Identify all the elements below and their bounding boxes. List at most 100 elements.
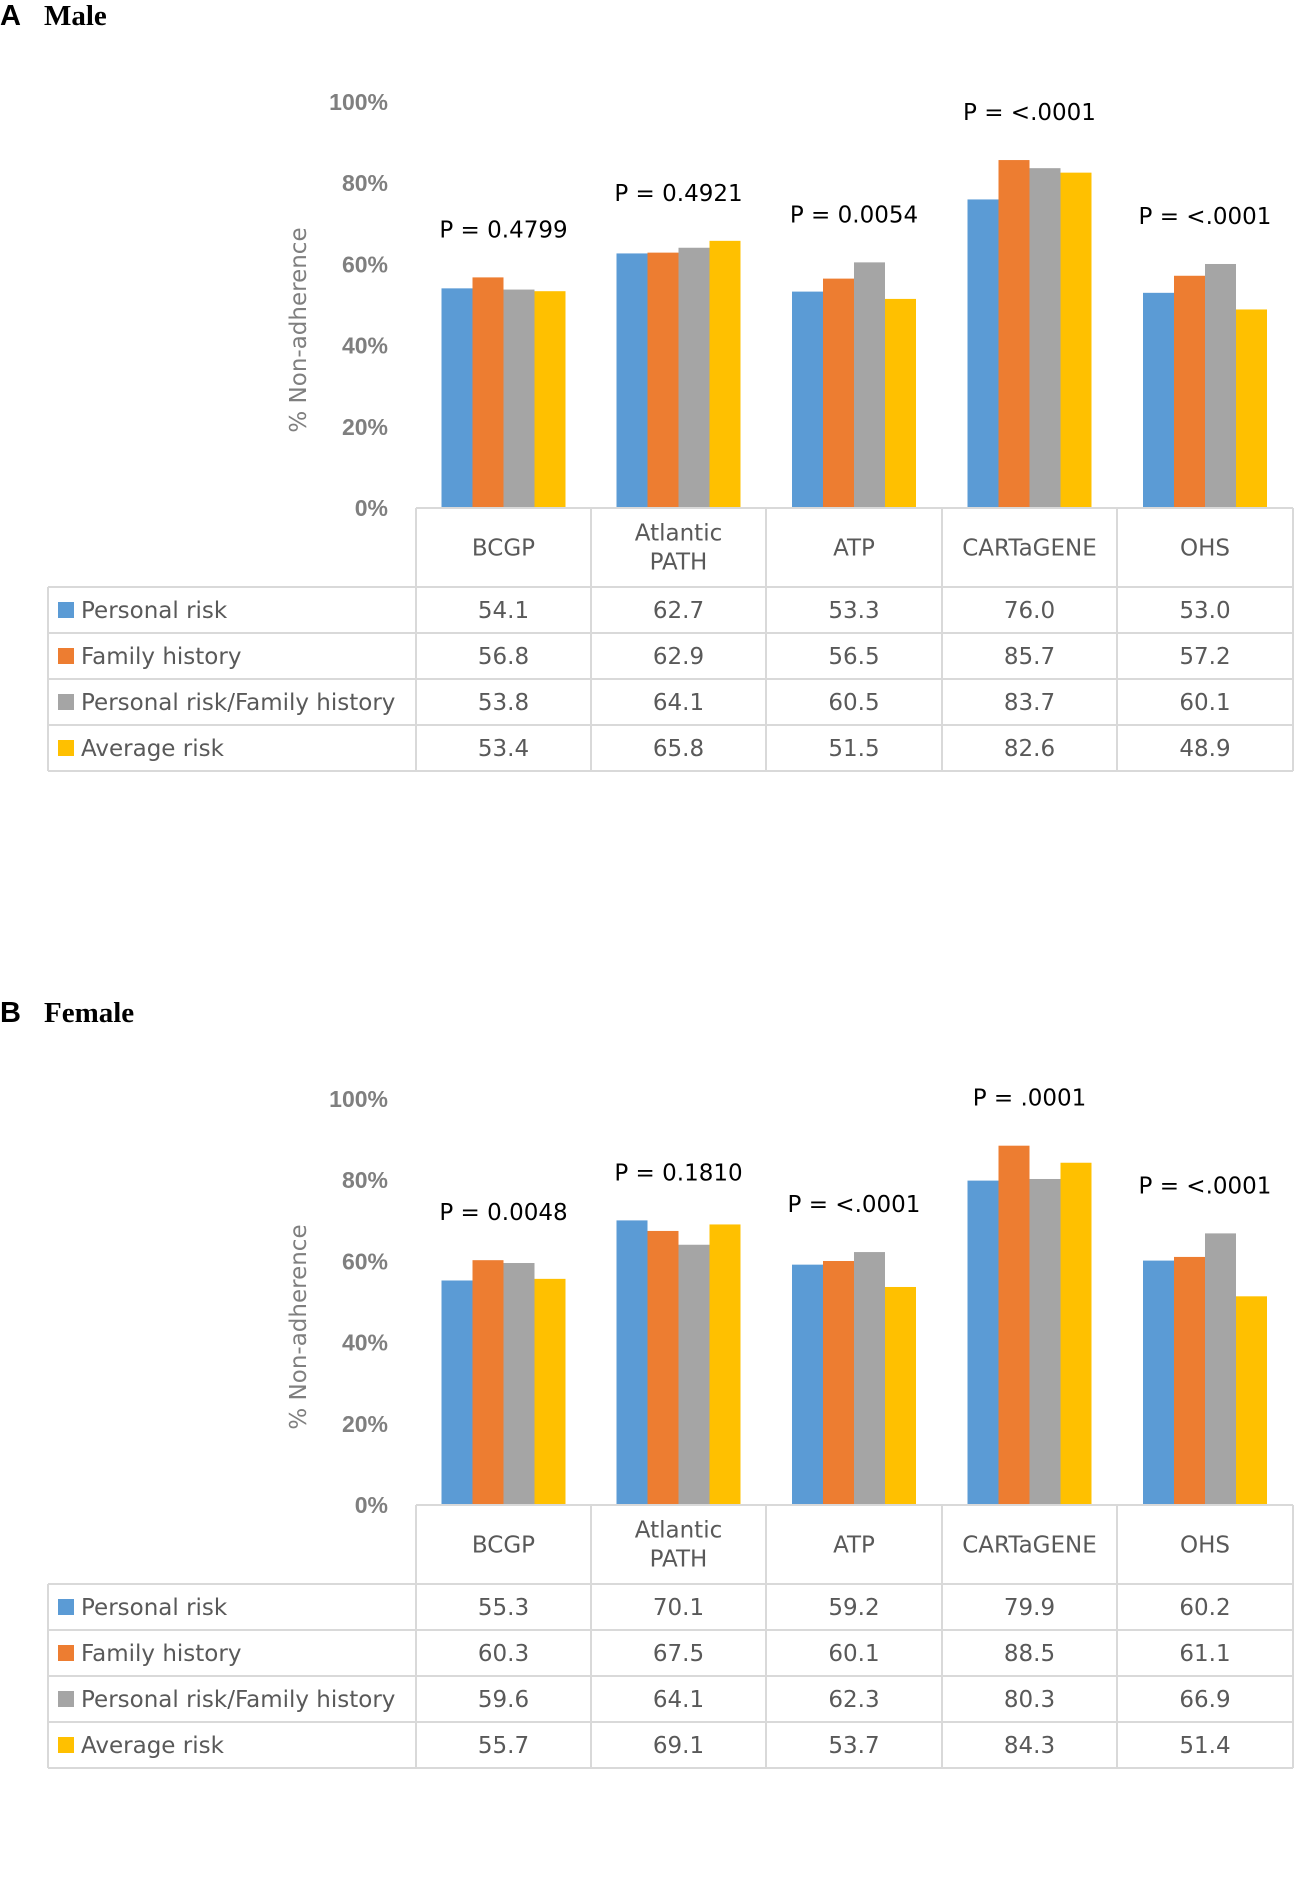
legend-label-4: Average risk xyxy=(81,736,225,762)
table-cell: 51.4 xyxy=(1179,1733,1230,1759)
table-cell: 57.2 xyxy=(1179,644,1230,670)
table-cell: 60.2 xyxy=(1179,1595,1230,1621)
legend-swatch-4 xyxy=(58,1737,74,1753)
legend-label-1: Personal risk xyxy=(81,1595,228,1621)
bar-1-3 xyxy=(967,199,999,508)
panel-letter: B xyxy=(0,997,21,1029)
bar-4-4 xyxy=(1236,309,1267,508)
legend-label-2: Family history xyxy=(81,644,241,670)
p-value-label: P = 0.0048 xyxy=(439,1200,567,1226)
bar-3-3 xyxy=(1029,168,1061,509)
panel-female: B Female 0% 20% 40% 60% 80% 100% % Non-adherenc… xyxy=(0,997,1294,1877)
bar-3-0 xyxy=(503,289,535,508)
bar-1-0 xyxy=(441,1280,473,1505)
y-tick-label: 60% xyxy=(342,251,388,277)
legend-label-1: Personal risk xyxy=(81,598,228,624)
category-label: PATH xyxy=(650,1547,708,1573)
table-cell: 54.1 xyxy=(478,598,529,624)
table-cell: 55.3 xyxy=(478,1595,529,1621)
category-label: CARTaGENE xyxy=(962,536,1097,562)
y-tick-label: 80% xyxy=(342,1167,388,1193)
table-cell: 53.7 xyxy=(828,1733,879,1759)
bar-1-1 xyxy=(616,253,648,508)
y-tick-label: 80% xyxy=(342,170,388,196)
bar-4-2 xyxy=(885,1286,916,1505)
table-cell: 60.1 xyxy=(1179,690,1230,716)
table-cell: 67.5 xyxy=(653,1641,704,1667)
bar-3-3 xyxy=(1029,1178,1061,1505)
bar-4-0 xyxy=(534,291,566,508)
table-cell: 53.4 xyxy=(478,736,529,762)
legend-label-3: Personal risk/Family history xyxy=(81,1687,395,1713)
legend-label-3: Personal risk/Family history xyxy=(81,690,395,716)
legend-label-2: Family history xyxy=(81,1641,241,1667)
y-tick-label: 40% xyxy=(342,333,388,359)
category-label: BCGP xyxy=(472,536,535,562)
table-cell: 76.0 xyxy=(1004,598,1055,624)
bar-1-1 xyxy=(616,1220,648,1505)
p-value-label: P = <.0001 xyxy=(963,100,1096,126)
y-axis-title: % Non-adherence xyxy=(286,227,312,432)
y-tick-label: 20% xyxy=(342,1411,388,1437)
bar-2-4 xyxy=(1174,1256,1205,1505)
table-cell: 64.1 xyxy=(653,690,704,716)
table-cell: 83.7 xyxy=(1004,690,1055,716)
legend-swatch-2 xyxy=(58,648,74,664)
bar-3-0 xyxy=(503,1263,535,1505)
bar-4-3 xyxy=(1060,172,1092,509)
table-cell: 62.7 xyxy=(653,598,704,624)
y-tick-label: 100% xyxy=(329,1086,388,1112)
table-cell: 82.6 xyxy=(1004,736,1055,762)
bar-3-2 xyxy=(854,1252,885,1505)
category-label: BCGP xyxy=(472,1533,535,1559)
bar-1-2 xyxy=(792,1264,823,1505)
bar-2-0 xyxy=(472,277,504,508)
table-cell: 62.9 xyxy=(653,644,704,670)
bar-1-0 xyxy=(441,288,473,508)
category-label: Atlantic xyxy=(635,1518,722,1544)
table-cell: 55.7 xyxy=(478,1733,529,1759)
bar-4-0 xyxy=(534,1278,566,1505)
category-label: OHS xyxy=(1180,536,1230,562)
y-tick-label: 0% xyxy=(355,495,388,521)
table-cell: 65.8 xyxy=(653,736,704,762)
table-cell: 69.1 xyxy=(653,1733,704,1759)
bar-1-3 xyxy=(967,1180,999,1505)
table-cell: 61.1 xyxy=(1179,1641,1230,1667)
category-label: OHS xyxy=(1180,1533,1230,1559)
p-value-label: P = 0.0054 xyxy=(790,202,918,228)
table-cell: 62.3 xyxy=(828,1687,879,1713)
bar-2-0 xyxy=(472,1260,504,1505)
table-cell: 70.1 xyxy=(653,1595,704,1621)
table-cell: 85.7 xyxy=(1004,644,1055,670)
table-cell: 60.3 xyxy=(478,1641,529,1667)
bar-3-2 xyxy=(854,262,885,508)
p-value-label: P = <.0001 xyxy=(1139,204,1272,230)
table-cell: 88.5 xyxy=(1004,1641,1055,1667)
legend-swatch-4 xyxy=(58,740,74,756)
bar-chart-female: 0% 20% 40% 60% 80% 100% % Non-adherence P = 0.0… xyxy=(47,1086,1294,1769)
table-cell: 60.1 xyxy=(828,1641,879,1667)
bar-4-4 xyxy=(1236,1296,1267,1505)
bar-2-3 xyxy=(998,1145,1030,1505)
table-cell: 59.2 xyxy=(828,1595,879,1621)
table-cell: 53.3 xyxy=(828,598,879,624)
table-cell: 64.1 xyxy=(653,1687,704,1713)
table-cell: 48.9 xyxy=(1179,736,1230,762)
bar-3-1 xyxy=(678,1244,710,1505)
p-value-label: P = .0001 xyxy=(973,1086,1087,1112)
category-label: Atlantic xyxy=(635,521,722,547)
bar-2-2 xyxy=(823,278,854,508)
category-label: PATH xyxy=(650,550,708,576)
legend-label-4: Average risk xyxy=(81,1733,225,1759)
legend-swatch-2 xyxy=(58,1645,74,1661)
y-tick-label: 20% xyxy=(342,414,388,440)
bar-2-4 xyxy=(1174,275,1205,508)
legend-swatch-3 xyxy=(58,694,74,710)
table-cell: 79.9 xyxy=(1004,1595,1055,1621)
p-value-label: P = 0.4921 xyxy=(614,181,742,207)
legend-swatch-1 xyxy=(58,602,74,618)
bar-4-1 xyxy=(709,240,741,509)
y-tick-label: 40% xyxy=(342,1330,388,1356)
y-tick-label: 0% xyxy=(355,1492,388,1518)
